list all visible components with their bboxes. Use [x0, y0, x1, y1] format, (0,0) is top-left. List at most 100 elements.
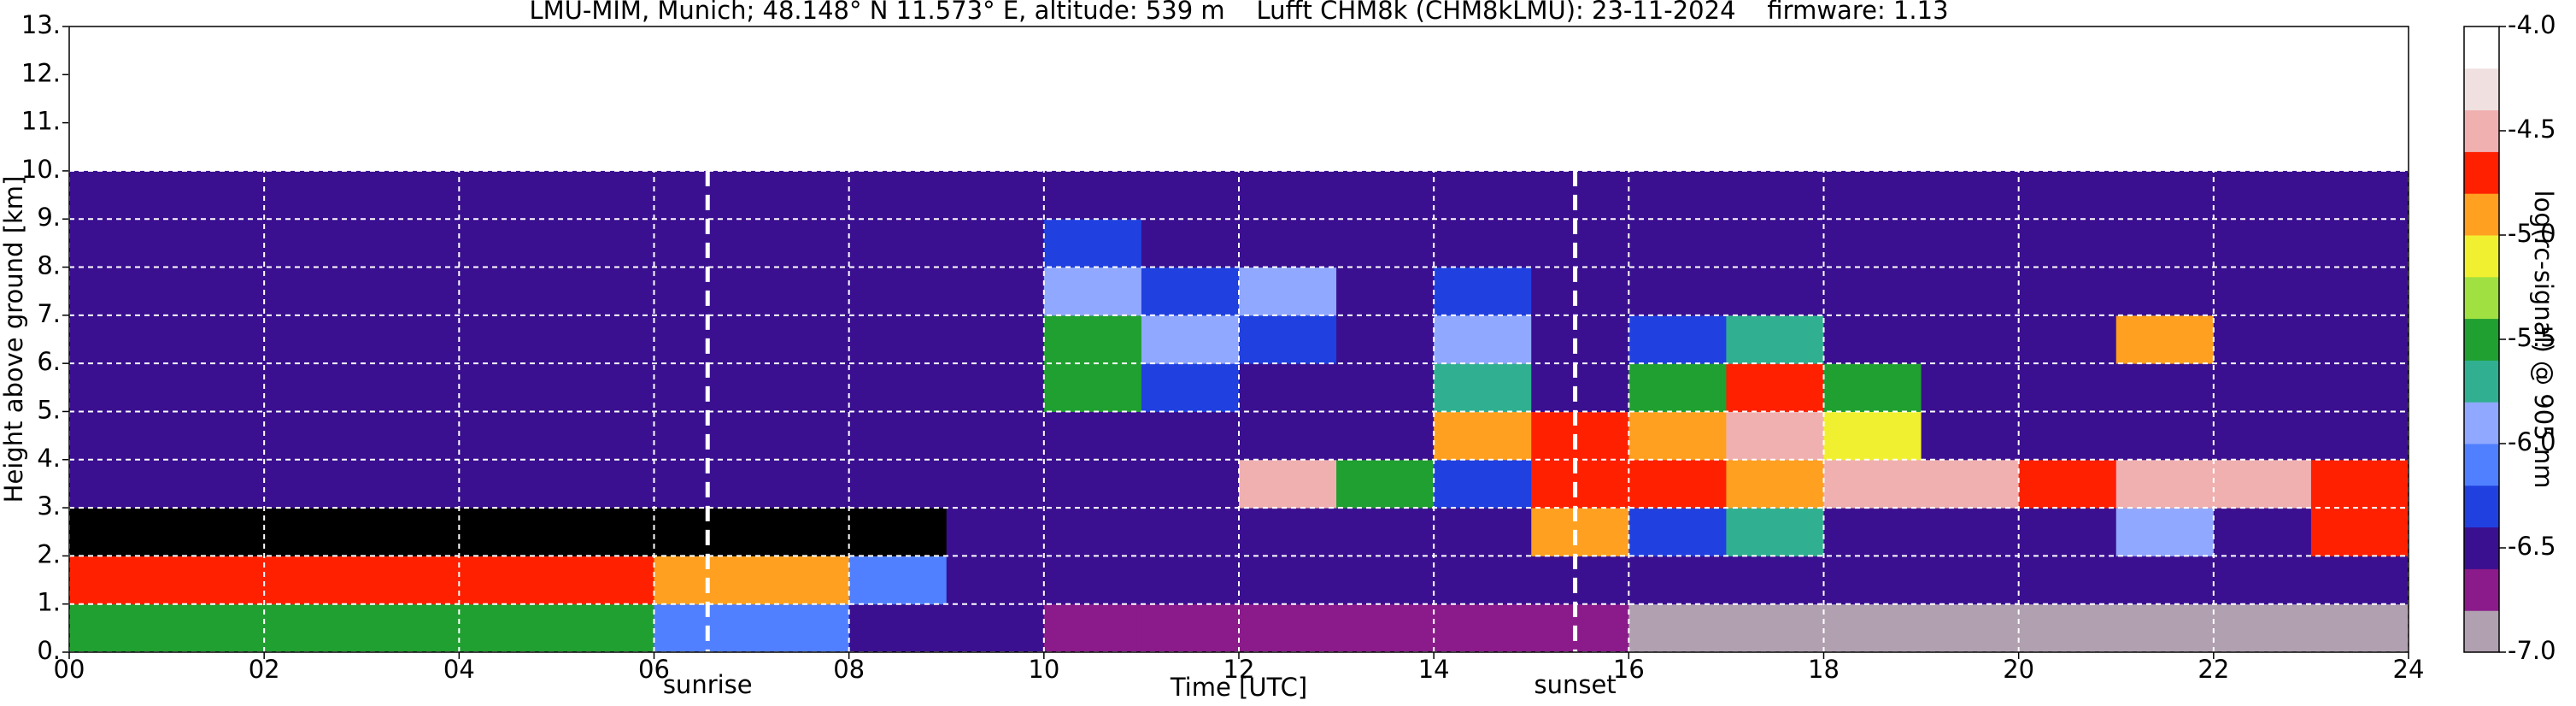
heatmap-cell	[1628, 363, 1727, 412]
heatmap-cell	[1239, 219, 1337, 268]
heatmap-cell	[1628, 170, 1727, 220]
heatmap-cell	[1628, 508, 1727, 556]
heatmap-cell	[751, 459, 850, 509]
heatmap-cell	[1141, 219, 1240, 268]
heatmap-cell	[1531, 170, 1629, 220]
y-tick-label: 10.	[21, 155, 61, 184]
heatmap-cell	[459, 363, 557, 412]
heatmap-cell	[1726, 170, 1824, 220]
heatmap-cell	[1531, 267, 1629, 316]
heatmap-cell	[1726, 219, 1824, 268]
heatmap-cell	[751, 267, 850, 316]
heatmap-cell	[556, 603, 654, 653]
heatmap-cell	[654, 459, 753, 509]
heatmap-cell	[1531, 556, 1629, 605]
heatmap-cell	[751, 315, 850, 364]
heatmap-cell	[2213, 363, 2312, 412]
heatmap-cell	[1921, 363, 2020, 412]
heatmap-cell	[1921, 556, 2020, 605]
heatmap-cell	[167, 170, 265, 220]
heatmap-cell	[556, 508, 654, 556]
heatmap-cell	[1336, 459, 1435, 509]
heatmap-cell	[361, 170, 460, 220]
colorbar-segment	[2464, 235, 2499, 278]
colorbar-segment	[2464, 402, 2499, 444]
colorbar-tick-label: -6.0	[2508, 427, 2556, 456]
heatmap-cell	[1823, 603, 1922, 653]
y-tick-label: 2.	[37, 539, 61, 568]
heatmap-cell	[1336, 411, 1435, 461]
y-tick-label: 1.	[37, 588, 61, 617]
annotation-label: sunset	[1534, 670, 1616, 699]
heatmap-cell	[654, 508, 753, 556]
heatmap-cell	[946, 170, 1045, 220]
heatmap-cell	[1823, 363, 1922, 412]
heatmap-cell	[2310, 556, 2409, 605]
heatmap-cell	[69, 363, 167, 412]
heatmap-cell	[459, 219, 557, 268]
heatmap-cell	[848, 556, 948, 605]
heatmap-cell	[1726, 603, 1824, 653]
heatmap-cell	[1628, 315, 1727, 364]
heatmap-cell	[1141, 508, 1240, 556]
heatmap-cell	[1141, 315, 1240, 364]
heatmap-cell	[1628, 459, 1727, 509]
colorbar-segment	[2464, 568, 2499, 611]
heatmap-cell	[556, 170, 654, 220]
heatmap-cell	[2310, 411, 2409, 461]
heatmap-cell	[2115, 603, 2215, 653]
heatmap-cell	[1043, 267, 1142, 316]
plot-frame	[68, 26, 2409, 653]
y-tick-label: 13.	[21, 10, 61, 39]
heatmap-cell	[654, 411, 753, 461]
heatmap-cell	[1726, 315, 1824, 364]
heatmap-cell	[556, 219, 654, 268]
colorbar-segment	[2464, 444, 2499, 486]
colorbar-segment	[2464, 151, 2499, 194]
heatmap-cell	[69, 508, 167, 556]
heatmap-cell	[69, 170, 167, 220]
heatmap-cell	[751, 219, 850, 268]
heatmap-cell	[2310, 219, 2409, 268]
heatmap-cell	[848, 219, 948, 268]
heatmap-cell	[751, 411, 850, 461]
heatmap-cell	[1141, 459, 1240, 509]
colorbar-segment	[2464, 109, 2499, 152]
heatmap-cell	[264, 459, 362, 509]
heatmap-cell	[1628, 411, 1727, 461]
heatmap-cell	[848, 459, 948, 509]
heatmap-cell	[167, 508, 265, 556]
heatmap-cell	[1434, 267, 1532, 316]
heatmap-cell	[361, 603, 460, 653]
heatmap-cell	[1239, 603, 1337, 653]
heatmap-cell	[1921, 170, 2020, 220]
y-tick-label: 9.	[37, 203, 61, 232]
colorbar-segment	[2464, 26, 2499, 69]
heatmap-cell	[946, 363, 1045, 412]
heatmap-cell	[1434, 459, 1532, 509]
heatmap-cell	[1043, 315, 1142, 364]
heatmap-cell	[946, 556, 1045, 605]
heatmap-cell	[1726, 556, 1824, 605]
heatmap-cell	[1043, 603, 1142, 653]
heatmap-cell	[1823, 315, 1922, 364]
heatmap-cell	[2213, 219, 2312, 268]
x-tick-label: 12	[1223, 655, 1255, 684]
heatmap-cell	[1921, 315, 2020, 364]
x-tick-label: 18	[1808, 655, 1840, 684]
colorbar-segment	[2464, 276, 2499, 320]
heatmap-cell	[1823, 170, 1922, 220]
heatmap-cell	[1043, 459, 1142, 509]
heatmap-cell	[1141, 170, 1240, 220]
heatmap-cell	[1434, 411, 1532, 461]
colorbar-segment	[2464, 360, 2499, 403]
heatmap-cell	[556, 267, 654, 316]
heatmap-cell	[2018, 459, 2117, 509]
colorbar-tick-label: -4.0	[2508, 10, 2556, 39]
heatmap-cell	[1434, 603, 1532, 653]
heatmap-cell	[1628, 267, 1727, 316]
heatmap-cell	[946, 508, 1045, 556]
heatmap-cell	[1043, 411, 1142, 461]
heatmap-cell	[361, 459, 460, 509]
heatmap-cell	[2115, 459, 2215, 509]
